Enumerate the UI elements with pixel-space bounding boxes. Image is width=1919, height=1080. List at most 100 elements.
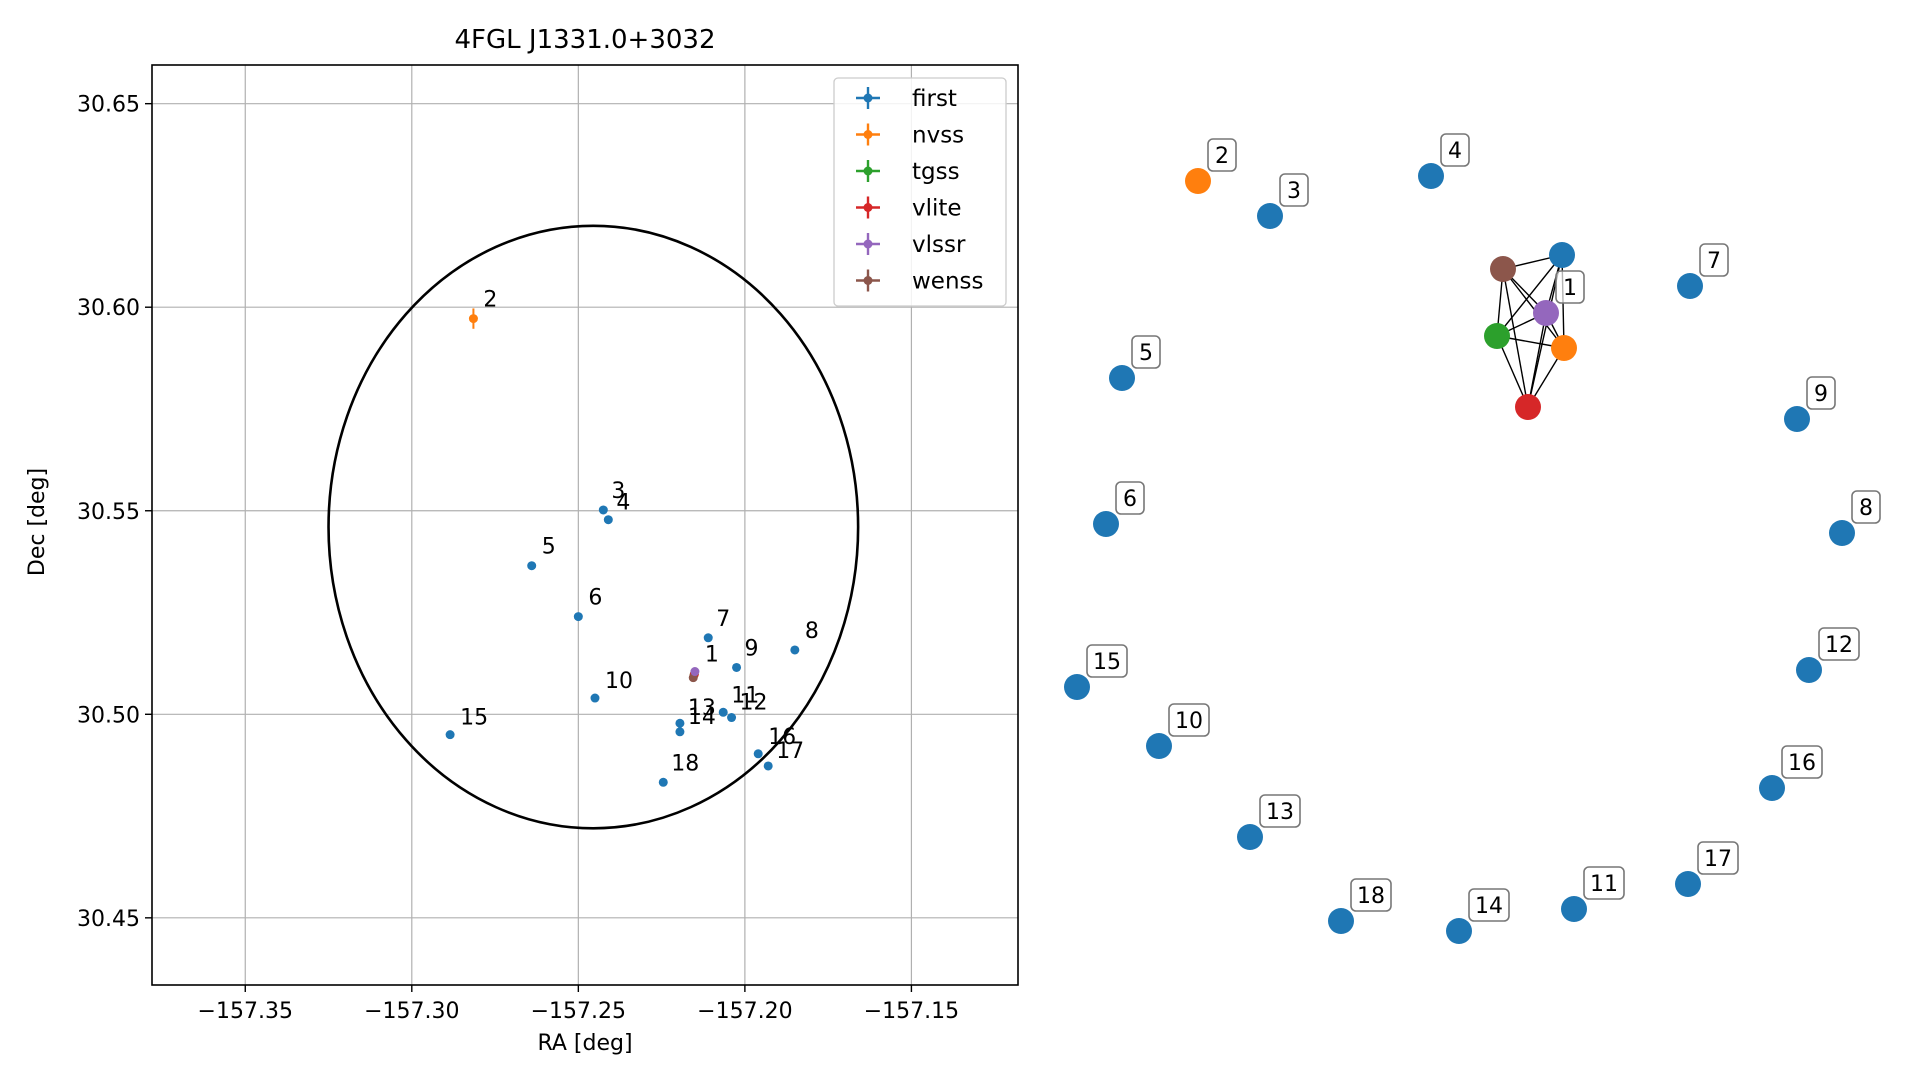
network-node	[1484, 323, 1510, 349]
network-node-label: 2	[1215, 144, 1229, 169]
legend-label: vlssr	[912, 232, 966, 258]
legend-marker-dot	[863, 276, 873, 285]
point-vlssr	[690, 667, 700, 677]
network-node-label-box	[1699, 243, 1729, 277]
network-node-label: 14	[1475, 894, 1503, 919]
point-first	[675, 718, 685, 728]
point-label: 15	[460, 706, 488, 731]
network-node	[1328, 908, 1354, 934]
network-node	[1237, 824, 1263, 850]
network-node	[1418, 163, 1444, 189]
network-node-label-box	[1555, 270, 1585, 304]
x-tick-label: −157.15	[864, 999, 959, 1024]
point-label: 7	[716, 607, 730, 632]
network-node-label-box	[1279, 173, 1309, 207]
network-node-label: 9	[1814, 382, 1828, 407]
network-node-label-box	[1207, 138, 1237, 172]
point-first	[658, 777, 668, 787]
point-label: 11	[731, 683, 759, 708]
y-tick-label: 30.60	[77, 296, 140, 321]
network-node	[1759, 775, 1785, 801]
network-node	[1551, 335, 1577, 361]
ticks: −157.35 −157.30 −157.25 −157.20 −157.15 30.45…	[77, 93, 959, 1024]
network-node-label-box	[1851, 490, 1881, 524]
plot-frame-rect	[151, 64, 1019, 986]
x-tick-label: −157.30	[364, 999, 459, 1024]
network-node-label-box	[1131, 335, 1161, 369]
network-node-label-box	[1583, 866, 1625, 900]
y-tick-label: 30.50	[77, 703, 140, 728]
point-label: 6	[588, 586, 602, 611]
point-first	[603, 515, 613, 525]
legend-label: tgss	[912, 159, 960, 185]
point-label: 9	[745, 636, 759, 661]
legend-label: vlite	[912, 196, 962, 222]
network-edge	[1502, 268, 1529, 408]
network-node	[1257, 203, 1283, 229]
network-node-label-box	[1168, 703, 1210, 737]
y-tick-label: 30.45	[77, 907, 140, 932]
network-node-label: 12	[1825, 633, 1853, 658]
network-node	[1185, 168, 1211, 194]
point-label: 14	[688, 705, 716, 730]
network-node	[1561, 896, 1587, 922]
point-first	[527, 561, 537, 571]
network-node	[1490, 256, 1516, 282]
point-first	[703, 633, 713, 643]
network-node-label: 16	[1788, 751, 1816, 776]
point-label: 16	[768, 725, 796, 750]
network-edge	[1502, 268, 1565, 349]
uncertainty-ellipse-outline	[327, 224, 860, 830]
point-label: 5	[542, 535, 556, 560]
network-node	[1109, 365, 1135, 391]
network-node	[1677, 273, 1703, 299]
x-axis-label: RA [deg]	[537, 1031, 632, 1056]
network-node-label: 13	[1266, 800, 1294, 825]
network-node	[1784, 406, 1810, 432]
point-first	[445, 730, 455, 740]
network-node	[1515, 394, 1541, 420]
point-first	[598, 505, 608, 515]
legend-marker-dot	[863, 203, 873, 212]
point-first	[790, 645, 800, 655]
point-first	[590, 693, 600, 703]
network-node-label: 17	[1704, 847, 1732, 872]
network-node-label-box	[1818, 627, 1860, 661]
point-first	[675, 727, 685, 737]
legend-label: wenss	[912, 269, 984, 295]
point-label: 3	[611, 479, 625, 504]
network-node-label: 4	[1448, 139, 1462, 164]
point-label: 18	[671, 751, 699, 776]
point-label: 17	[776, 739, 804, 764]
uncertainty-ellipse	[327, 224, 860, 830]
network-node	[1064, 674, 1090, 700]
point-first	[753, 749, 763, 759]
x-tick-label: −157.20	[697, 999, 792, 1024]
network-node-label-box	[1806, 376, 1836, 410]
network-node	[1796, 657, 1822, 683]
network-edge	[1527, 312, 1547, 408]
point-label: 1	[705, 643, 719, 668]
network-node-label-box	[1468, 888, 1510, 922]
network-node-label: 7	[1707, 249, 1721, 274]
point-first	[727, 713, 737, 723]
legend: first nvss tgss vlite vlssr wenss	[833, 77, 1007, 307]
legend-marker-dot	[863, 239, 873, 249]
network-node-label: 3	[1287, 179, 1301, 204]
point-label: 12	[740, 691, 768, 716]
network-node-label-box	[1781, 745, 1823, 779]
y-tick-label: 30.65	[77, 93, 140, 118]
chart-title: 4FGL J1331.0+3032	[455, 25, 716, 55]
point-first	[718, 707, 728, 717]
network-node	[1549, 242, 1575, 268]
legend-marker-dot	[863, 166, 873, 176]
network-node	[1533, 300, 1559, 326]
network-node-label: 1	[1563, 276, 1577, 301]
y-axis-label: Dec [deg]	[25, 468, 50, 576]
point-label: 2	[483, 288, 497, 313]
network-node-label-box	[1350, 878, 1392, 912]
legend-marker-dot	[863, 130, 873, 139]
network-node-label: 5	[1139, 341, 1153, 366]
